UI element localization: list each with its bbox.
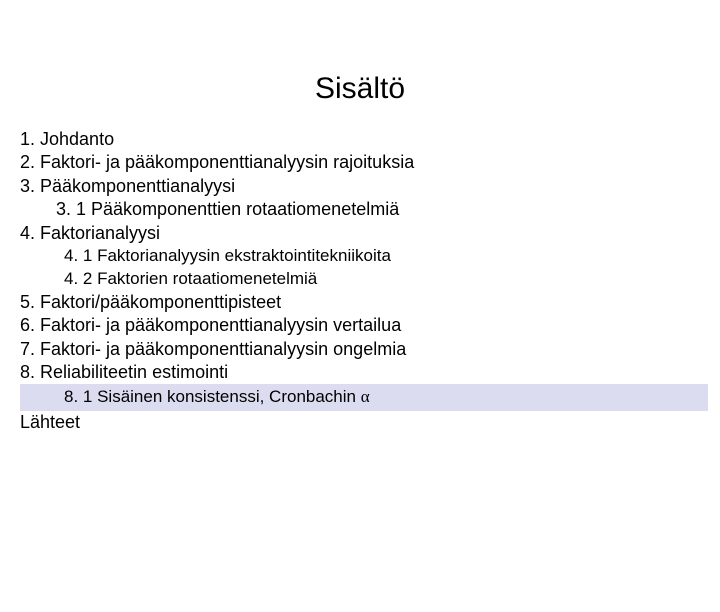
toc-item-8-1-highlight: 8. 1 Sisäinen konsistenssi, Cronbachin α [20,384,708,411]
toc-content: 1. Johdanto 2. Faktori- ja pääkomponentt… [0,128,720,435]
toc-item-3: 3. Pääkomponenttianalyysi [20,175,720,198]
page-title: Sisältö [0,72,720,106]
toc-item-6: 6. Faktori- ja pääkomponenttianalyysin v… [20,314,720,337]
toc-refs: Lähteet [20,411,720,434]
toc-item-8: 8. Reliabiliteetin estimointi [20,361,720,384]
toc-item-1: 1. Johdanto [20,128,720,151]
toc-item-2: 2. Faktori- ja pääkomponenttianalyysin r… [20,151,720,174]
toc-item-5: 5. Faktori/pääkomponenttipisteet [20,291,720,314]
toc-item-7: 7. Faktori- ja pääkomponenttianalyysin o… [20,338,720,361]
alpha-symbol: α [361,387,370,406]
toc-item-4-2: 4. 2 Faktorien rotaatiomenetelmiä [20,268,720,291]
toc-item-4: 4. Faktorianalyysi [20,222,720,245]
toc-item-3-1: 3. 1 Pääkomponenttien rotaatiomenetelmiä [20,198,720,221]
toc-item-8-1-text: 8. 1 Sisäinen konsistenssi, Cronbachin [64,387,361,406]
toc-item-4-1: 4. 1 Faktorianalyysin ekstraktointitekni… [20,245,720,268]
